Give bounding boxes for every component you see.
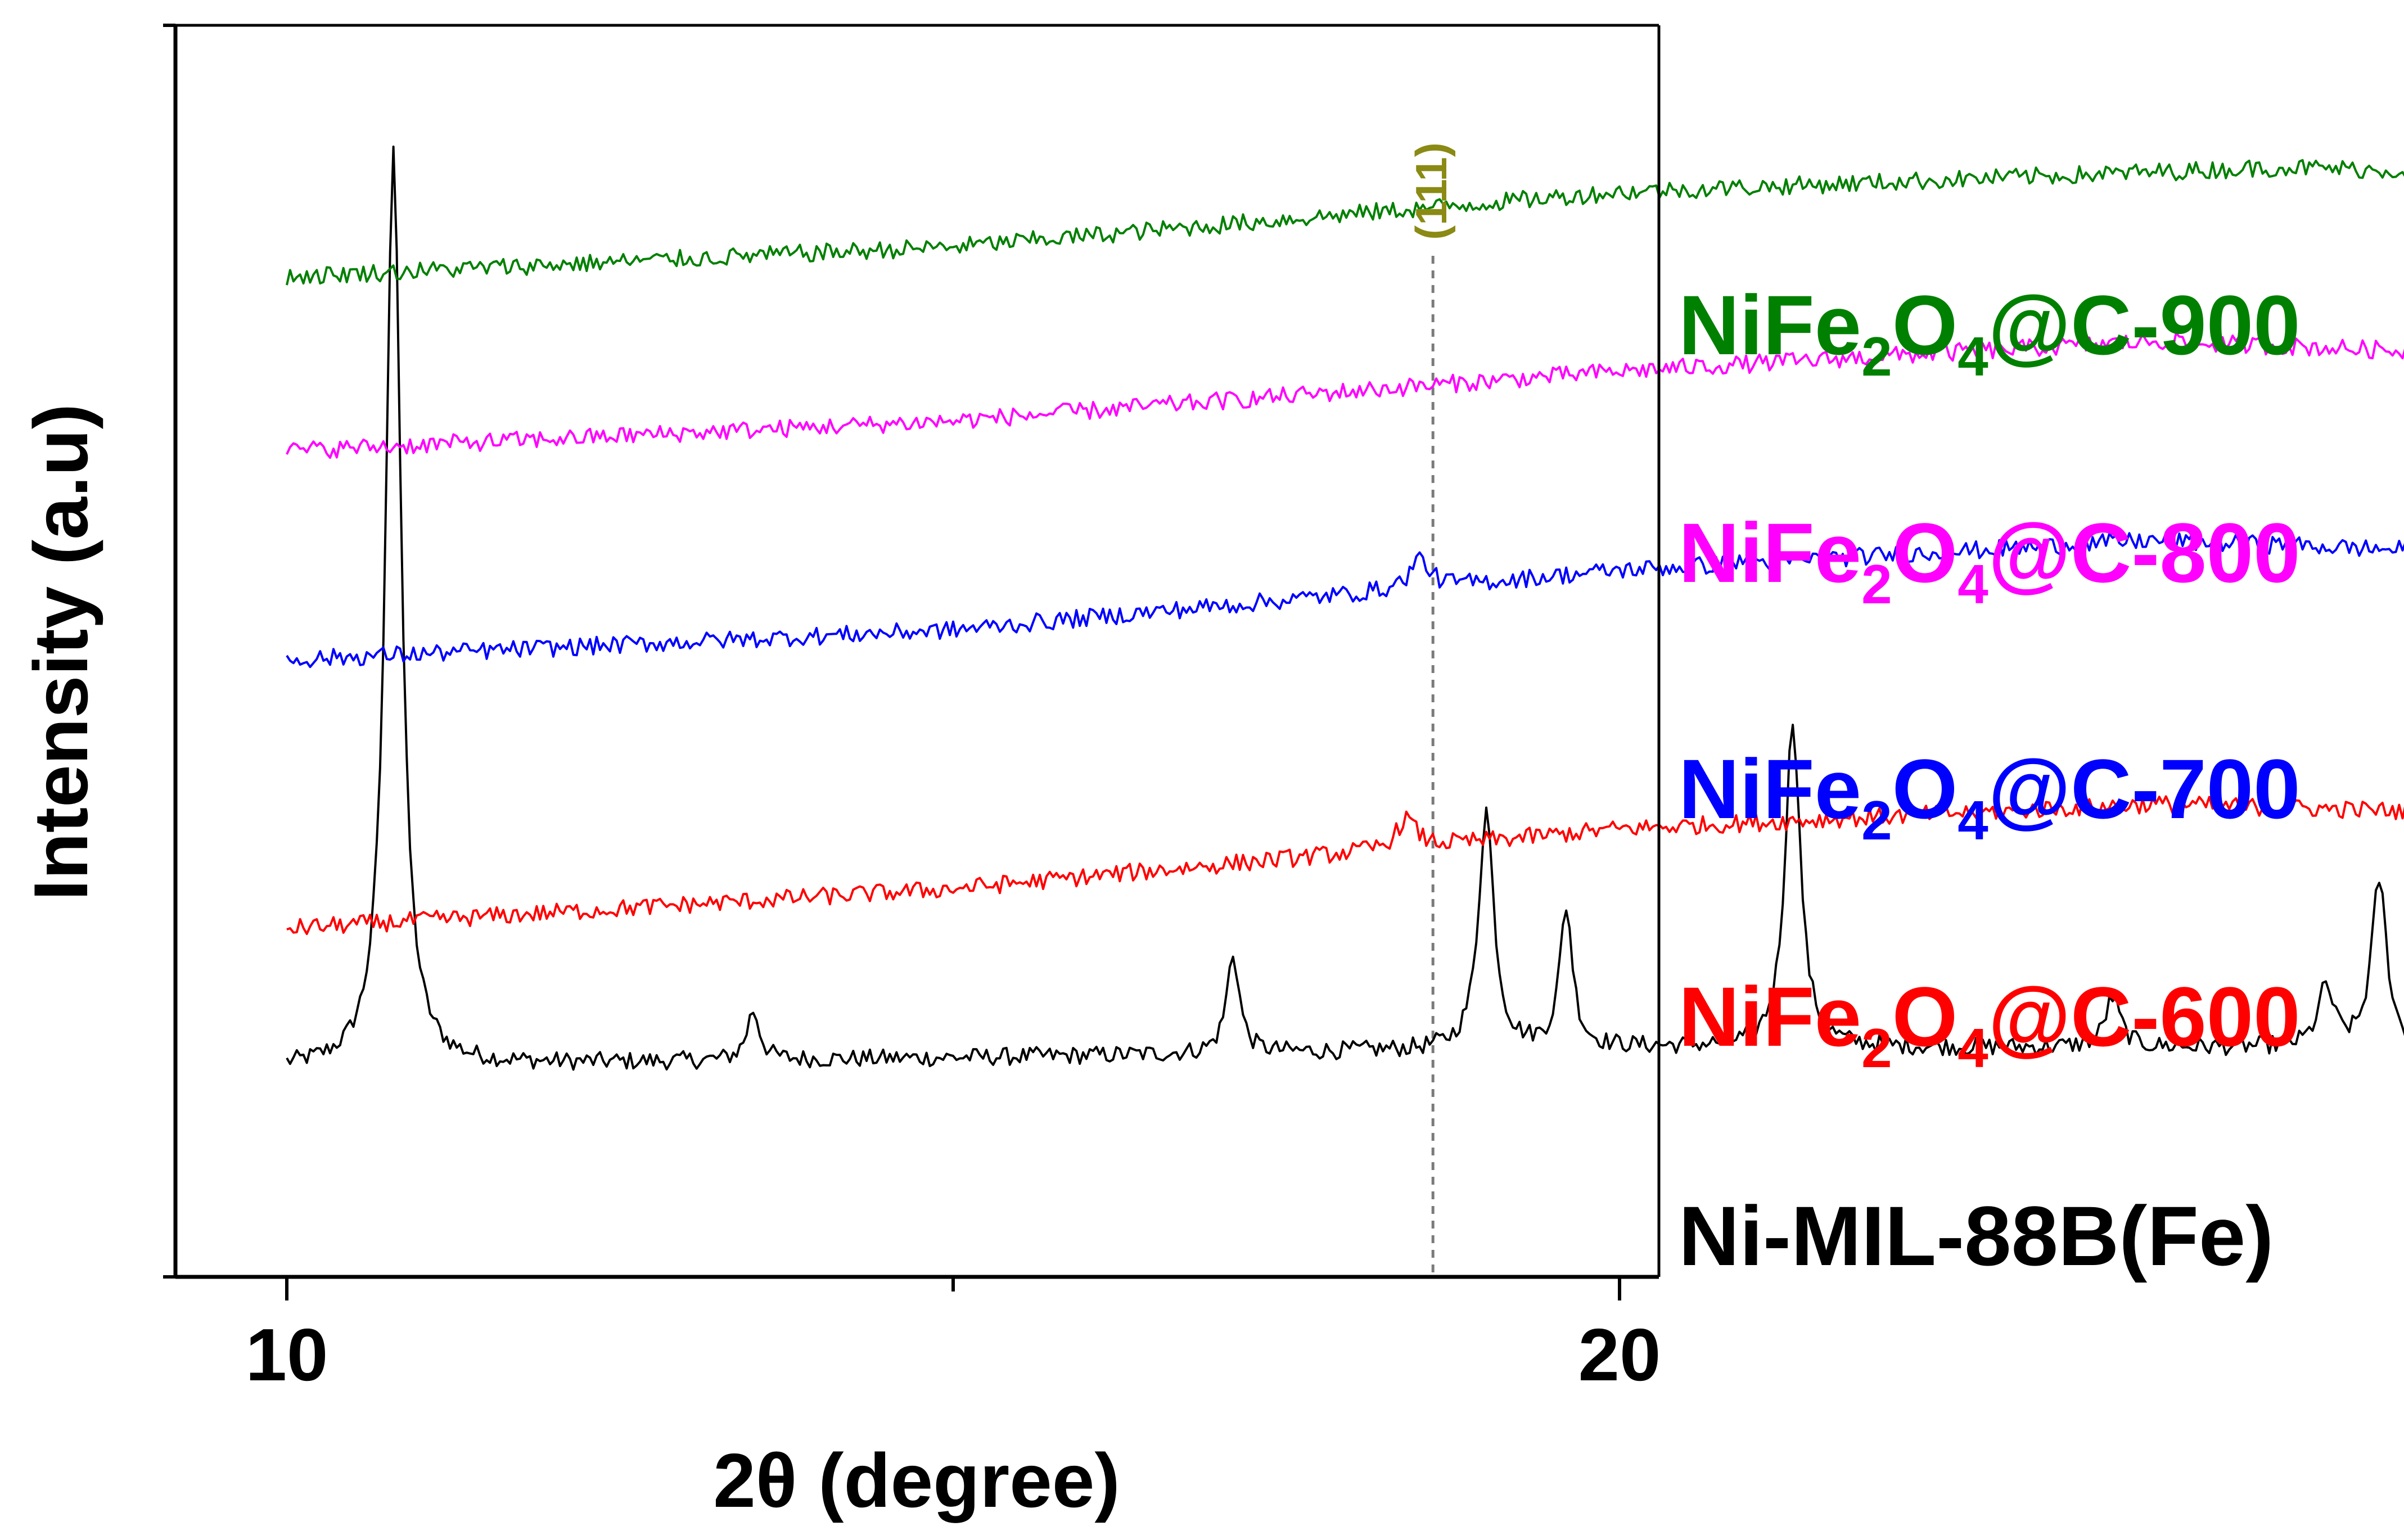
series-line bbox=[286, 159, 2404, 286]
series-label-part: NiFe bbox=[1679, 969, 1861, 1064]
y-axis-title: Intensity (a.u) bbox=[18, 404, 103, 901]
series-label-subscript: 4 bbox=[1958, 789, 1988, 851]
x-tick-label: 10 bbox=[246, 1313, 328, 1396]
series-labels: Ni-MIL-88B(Fe)NiFe2O4@C-600NiFe2O4@C-700… bbox=[1679, 278, 2301, 1283]
series-label-part: NiFe bbox=[1679, 505, 1861, 600]
series-layer bbox=[286, 145, 2404, 1071]
series-line bbox=[286, 531, 2404, 669]
series-label-subscript: 4 bbox=[1958, 553, 1988, 615]
series-label-part: @C-900 bbox=[1988, 278, 2301, 372]
series-label-part: O bbox=[1892, 742, 1958, 836]
series-label-part: Ni-MIL-88B(Fe) bbox=[1679, 1189, 2274, 1283]
hkl-labels: (111)(220)(311)(222)(400)(311)(511)(440) bbox=[1406, 142, 1456, 240]
series-label-subscript: 2 bbox=[1861, 326, 1892, 387]
series-line bbox=[286, 795, 2404, 935]
series-line bbox=[286, 145, 2404, 1071]
plot-frame bbox=[163, 24, 1661, 1279]
series-label-part: @C-700 bbox=[1988, 742, 2301, 836]
series-label-subscript: 4 bbox=[1958, 1017, 1988, 1079]
series-label-part: @C-600 bbox=[1988, 969, 2301, 1064]
series-label-part: NiFe bbox=[1679, 742, 1861, 836]
series-label-part: O bbox=[1892, 278, 1958, 372]
series-label-part: O bbox=[1892, 505, 1958, 600]
reference-lines bbox=[1431, 256, 1435, 1277]
series-label-subscript: 2 bbox=[1861, 1017, 1892, 1079]
series-label-part: @C-800 bbox=[1988, 505, 2301, 600]
series-label-part: NiFe bbox=[1679, 278, 1861, 372]
series-label-subscript: 4 bbox=[1958, 326, 1988, 387]
series-label-subscript: 2 bbox=[1861, 553, 1892, 615]
series-line bbox=[286, 332, 2404, 459]
x-axis-ticks: 10203040506070 bbox=[246, 1277, 1661, 1396]
series-label: Ni-MIL-88B(Fe) bbox=[1679, 1189, 2274, 1283]
series-label: NiFe2O4@C-700 bbox=[1679, 742, 2301, 851]
hkl-label: (111) bbox=[1406, 142, 1456, 240]
series-label-subscript: 2 bbox=[1861, 789, 1892, 851]
x-axis-title: 2θ (degree) bbox=[713, 1438, 1120, 1523]
series-label: NiFe2O4@C-900 bbox=[1679, 278, 2301, 387]
series-label: NiFe2O4@C-600 bbox=[1679, 969, 2301, 1079]
series-label-part: O bbox=[1892, 969, 1958, 1064]
series-label: NiFe2O4@C-800 bbox=[1679, 505, 2301, 615]
x-tick-label: 20 bbox=[1578, 1313, 1661, 1396]
